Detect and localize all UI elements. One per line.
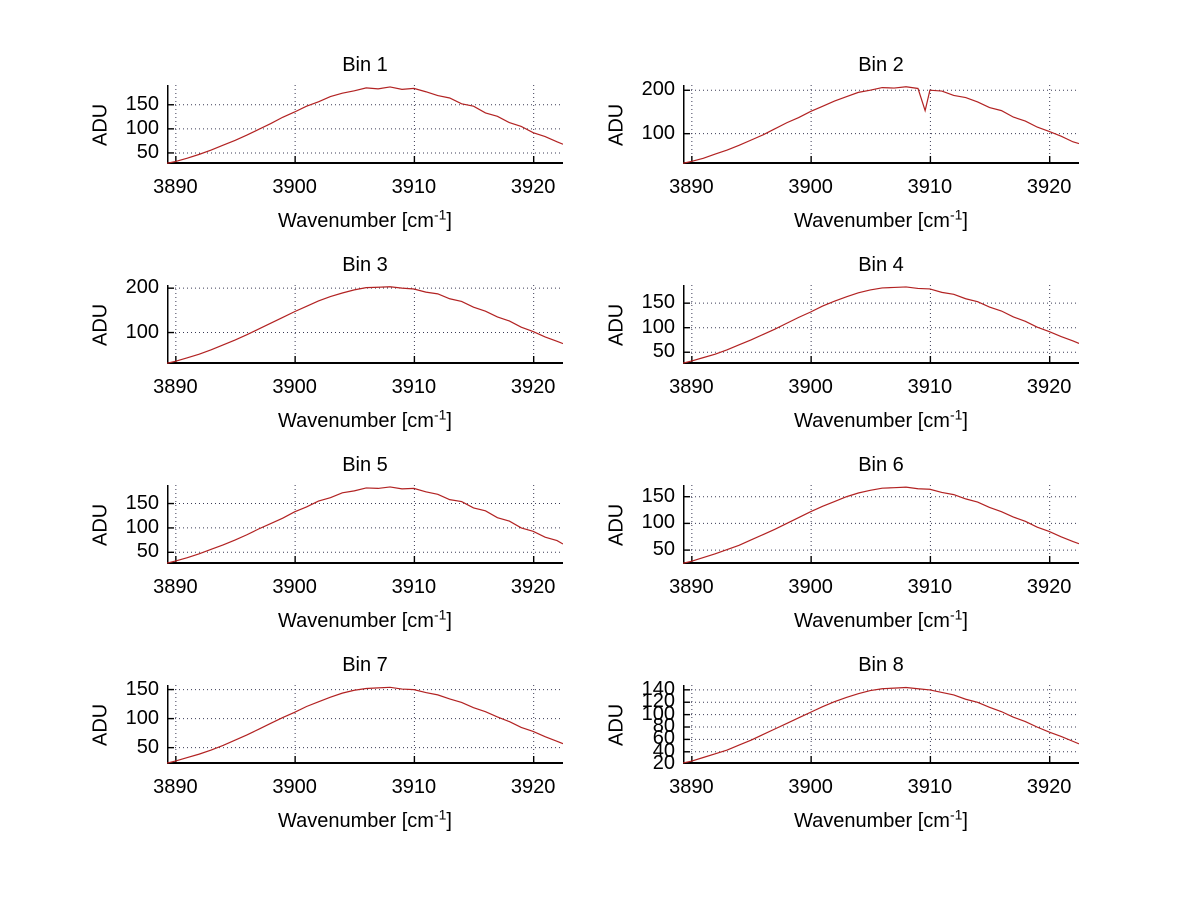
plot-area (167, 285, 563, 364)
x-axis-label-exponent: -1 (433, 806, 447, 823)
subplot-title: Bin 8 (858, 654, 904, 676)
x-tick-label: 3890 (153, 376, 198, 398)
x-axis-label: Wavenumber [cm-1] (278, 606, 452, 632)
y-tick-label: 150 (641, 291, 675, 314)
x-tick-label: 3900 (788, 776, 833, 798)
y-tick-label: 100 (125, 706, 159, 729)
x-axis-label-exponent: -1 (433, 406, 447, 423)
y-tick-label: 150 (641, 484, 675, 507)
y-tick-label: 50 (136, 735, 159, 758)
y-tick-label: 100 (125, 116, 159, 139)
x-tick-label: 3910 (907, 176, 953, 198)
plot-area (683, 685, 1079, 764)
x-tick-label: 3890 (669, 376, 714, 398)
y-tick-label: 50 (136, 140, 159, 163)
subplot-title: Bin 3 (342, 254, 388, 276)
spectrum-line (683, 286, 1079, 364)
subplot-title: Bin 7 (342, 654, 388, 676)
x-tick-label: 3910 (391, 376, 437, 398)
x-axis-label: Wavenumber [cm-1] (794, 606, 968, 632)
x-tick-label: 3890 (669, 576, 714, 598)
y-tick-label: 100 (125, 515, 159, 538)
x-axis-label-exponent: -1 (949, 606, 963, 623)
spectrum-line (167, 86, 563, 164)
x-tick-label: 3890 (153, 776, 198, 798)
x-tick-label: 3920 (510, 376, 556, 398)
subplot-title: Bin 5 (342, 454, 388, 476)
x-tick-label: 3910 (907, 376, 953, 398)
y-tick-label: 50 (652, 340, 675, 363)
subplot-title: Bin 2 (858, 54, 904, 76)
x-tick-label: 3910 (907, 776, 953, 798)
y-tick-label: 100 (125, 320, 159, 343)
spectrum-line (167, 686, 563, 764)
y-tick-label: 50 (652, 538, 675, 561)
subplot-title: Bin 6 (858, 454, 904, 476)
plot-area (167, 85, 563, 164)
y-tick-label: 100 (641, 702, 675, 725)
subplot-title: Bin 1 (342, 54, 388, 76)
x-tick-label: 3900 (272, 376, 317, 398)
spectrum-line (683, 486, 1079, 564)
spectrum-line (167, 486, 563, 564)
x-axis-label: Wavenumber [cm-1] (794, 806, 968, 832)
y-tick-label: 50 (136, 540, 159, 563)
x-axis-label-exponent: -1 (949, 206, 963, 223)
x-tick-label: 3890 (153, 176, 198, 198)
x-tick-label: 3910 (391, 776, 437, 798)
x-tick-label: 3910 (391, 576, 437, 598)
x-tick-label: 3890 (669, 176, 714, 198)
y-tick-label: 80 (652, 715, 675, 737)
x-tick-label: 3900 (788, 376, 833, 398)
x-tick-label: 3900 (788, 176, 833, 198)
x-tick-label: 3900 (272, 576, 317, 598)
x-axis-label: Wavenumber [cm-1] (278, 406, 452, 432)
plot-area (683, 85, 1079, 164)
x-axis-label-exponent: -1 (433, 206, 447, 223)
x-tick-label: 3900 (272, 176, 317, 198)
y-tick-label: 100 (641, 511, 675, 534)
x-axis-label-exponent: -1 (949, 406, 963, 423)
x-axis-label-exponent: -1 (949, 806, 963, 823)
x-tick-label: 3910 (907, 576, 953, 598)
x-axis-label: Wavenumber [cm-1] (794, 406, 968, 432)
x-tick-label: 3900 (788, 576, 833, 598)
x-tick-label: 3920 (510, 776, 556, 798)
x-tick-label: 3890 (669, 776, 714, 798)
y-tick-label: 150 (125, 491, 159, 514)
x-tick-label: 3900 (272, 776, 317, 798)
y-tick-label: 200 (125, 276, 159, 299)
plot-area (167, 685, 563, 764)
y-tick-label: 100 (641, 121, 675, 144)
y-tick-label: 100 (641, 315, 675, 338)
y-tick-label: 200 (641, 78, 675, 101)
plot-area (683, 285, 1079, 364)
x-tick-label: 3920 (1026, 176, 1072, 198)
x-tick-label: 3920 (510, 176, 556, 198)
y-tick-label: 60 (652, 727, 675, 750)
y-tick-label: 140 (641, 677, 675, 700)
x-axis-label: Wavenumber [cm-1] (278, 206, 452, 232)
spectrum-line (683, 686, 1079, 764)
x-axis-label-exponent: -1 (433, 606, 447, 623)
x-axis-label: Wavenumber [cm-1] (278, 806, 452, 832)
spectrum-line (683, 86, 1079, 164)
x-tick-label: 3920 (1026, 576, 1072, 598)
x-tick-label: 3890 (153, 576, 198, 598)
plot-area (683, 485, 1079, 564)
subplot-title: Bin 4 (858, 254, 904, 276)
y-tick-label: 20 (652, 752, 675, 775)
y-tick-label: 40 (652, 739, 675, 762)
x-tick-label: 3910 (391, 176, 437, 198)
x-tick-label: 3920 (1026, 376, 1072, 398)
x-tick-label: 3920 (1026, 776, 1072, 798)
plot-area (167, 485, 563, 564)
x-axis-label: Wavenumber [cm-1] (794, 206, 968, 232)
y-tick-label: 120 (641, 690, 675, 713)
y-tick-label: 150 (125, 677, 159, 700)
y-tick-label: 150 (125, 92, 159, 115)
spectrum-line (167, 286, 563, 364)
x-tick-label: 3920 (510, 576, 556, 598)
